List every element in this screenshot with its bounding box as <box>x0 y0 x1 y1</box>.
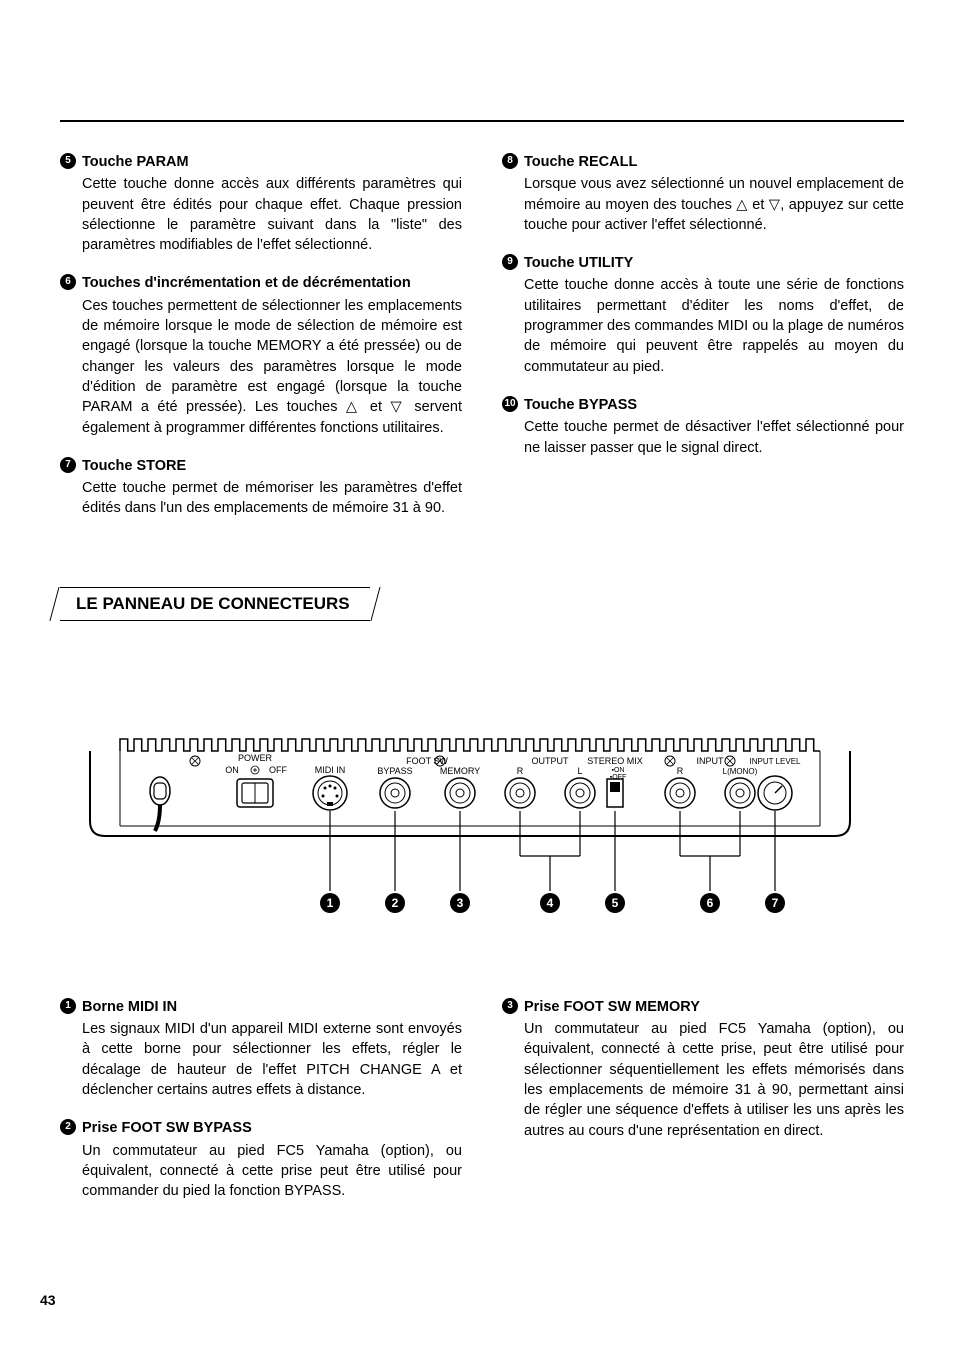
num-badge: 7 <box>60 457 76 473</box>
svg-text:▪OFF: ▪OFF <box>610 774 626 781</box>
diagram-svg: POWER ON OFF MIDI IN FOOT SW BYPASS MEMO… <box>60 691 880 941</box>
entry-2: 2 Prise FOOT SW BYPASS Un commutateur au… <box>60 1118 462 1201</box>
section-title: LE PANNEAU DE CONNECTEURS <box>60 587 370 621</box>
entry-title: Prise FOOT SW BYPASS <box>82 1118 252 1138</box>
entry-7: 7 Touche STORE Cette touche permet de mé… <box>60 456 462 519</box>
svg-text:5: 5 <box>612 896 619 910</box>
entry-body: Les signaux MIDI d'un appareil MIDI exte… <box>82 1019 462 1100</box>
entry-body: Cette touche donne accès aux différents … <box>82 174 462 255</box>
svg-text:▪ON: ▪ON <box>612 767 625 774</box>
rear-panel-diagram: POWER ON OFF MIDI IN FOOT SW BYPASS MEMO… <box>60 691 904 947</box>
entry-body: Un commutateur au pied FC5 Yamaha (optio… <box>82 1141 462 1202</box>
entry-body: Cette touche permet de mémoriser les par… <box>82 478 462 519</box>
entry-body: Lorsque vous avez sélectionné un nouvel … <box>524 174 904 235</box>
entry-body: Cette touche permet de désactiver l'effe… <box>524 417 904 458</box>
svg-text:INPUT LEVEL: INPUT LEVEL <box>750 757 802 766</box>
entry-title: Touche BYPASS <box>524 395 637 415</box>
entry-title: Touche RECALL <box>524 152 637 172</box>
svg-text:OFF: OFF <box>269 765 287 775</box>
lower-columns: 1 Borne MIDI IN Les signaux MIDI d'un ap… <box>60 997 904 1220</box>
svg-text:1: 1 <box>327 896 334 910</box>
entry-10: 10 Touche BYPASS Cette touche permet de … <box>502 395 904 458</box>
entry-6: 6 Touches d'incrémentation et de décréme… <box>60 273 462 437</box>
svg-text:3: 3 <box>457 896 464 910</box>
entry-title: Prise FOOT SW MEMORY <box>524 997 700 1017</box>
entry-8: 8 Touche RECALL Lorsque vous avez sélect… <box>502 152 904 235</box>
num-badge: 1 <box>60 998 76 1014</box>
svg-text:L: L <box>577 766 582 776</box>
entry-body: Un commutateur au pied FC5 Yamaha (optio… <box>524 1019 904 1141</box>
entry-9: 9 Touche UTILITY Cette touche donne accè… <box>502 253 904 377</box>
top-rule <box>60 120 904 122</box>
svg-text:6: 6 <box>707 896 714 910</box>
svg-text:ON: ON <box>225 765 239 775</box>
svg-text:MEMORY: MEMORY <box>440 766 480 776</box>
svg-text:4: 4 <box>547 896 554 910</box>
entry-1: 1 Borne MIDI IN Les signaux MIDI d'un ap… <box>60 997 462 1100</box>
num-badge: 3 <box>502 998 518 1014</box>
entry-5: 5 Touche PARAM Cette touche donne accès … <box>60 152 462 255</box>
svg-text:OUTPUT: OUTPUT <box>532 756 570 766</box>
entry-3: 3 Prise FOOT SW MEMORY Un commutateur au… <box>502 997 904 1141</box>
svg-text:R: R <box>517 766 524 776</box>
num-badge: 5 <box>60 153 76 169</box>
entry-title: Touche STORE <box>82 456 186 476</box>
page: 5 Touche PARAM Cette touche donne accès … <box>0 0 954 1351</box>
page-number: 43 <box>40 1291 56 1311</box>
num-badge: 6 <box>60 274 76 290</box>
svg-text:L(MONO): L(MONO) <box>723 767 758 776</box>
upper-col-left: 5 Touche PARAM Cette touche donne accès … <box>60 152 462 537</box>
entry-body: Ces touches permettent de sélectionner l… <box>82 296 462 438</box>
svg-text:INPUT: INPUT <box>697 756 725 766</box>
svg-text:STEREO MIX: STEREO MIX <box>587 756 643 766</box>
num-badge: 9 <box>502 254 518 270</box>
svg-text:FOOT SW: FOOT SW <box>406 756 448 766</box>
num-badge: 2 <box>60 1119 76 1135</box>
svg-text:7: 7 <box>772 896 779 910</box>
entry-title: Touche UTILITY <box>524 253 633 273</box>
entry-title: Touche PARAM <box>82 152 189 172</box>
upper-col-right: 8 Touche RECALL Lorsque vous avez sélect… <box>502 152 904 537</box>
lower-col-right: 3 Prise FOOT SW MEMORY Un commutateur au… <box>502 997 904 1220</box>
section-header: LE PANNEAU DE CONNECTEURS <box>60 587 370 621</box>
svg-text:POWER: POWER <box>238 753 273 763</box>
svg-text:BYPASS: BYPASS <box>377 766 412 776</box>
lower-col-left: 1 Borne MIDI IN Les signaux MIDI d'un ap… <box>60 997 462 1220</box>
svg-text:R: R <box>677 766 684 776</box>
upper-columns: 5 Touche PARAM Cette touche donne accès … <box>60 152 904 537</box>
entry-title: Borne MIDI IN <box>82 997 177 1017</box>
entry-title: Touches d'incrémentation et de décrément… <box>82 273 411 293</box>
num-badge: 10 <box>502 396 518 412</box>
svg-text:MIDI IN: MIDI IN <box>315 765 346 775</box>
svg-text:2: 2 <box>392 896 399 910</box>
entry-body: Cette touche donne accès à toute une sér… <box>524 275 904 376</box>
num-badge: 8 <box>502 153 518 169</box>
